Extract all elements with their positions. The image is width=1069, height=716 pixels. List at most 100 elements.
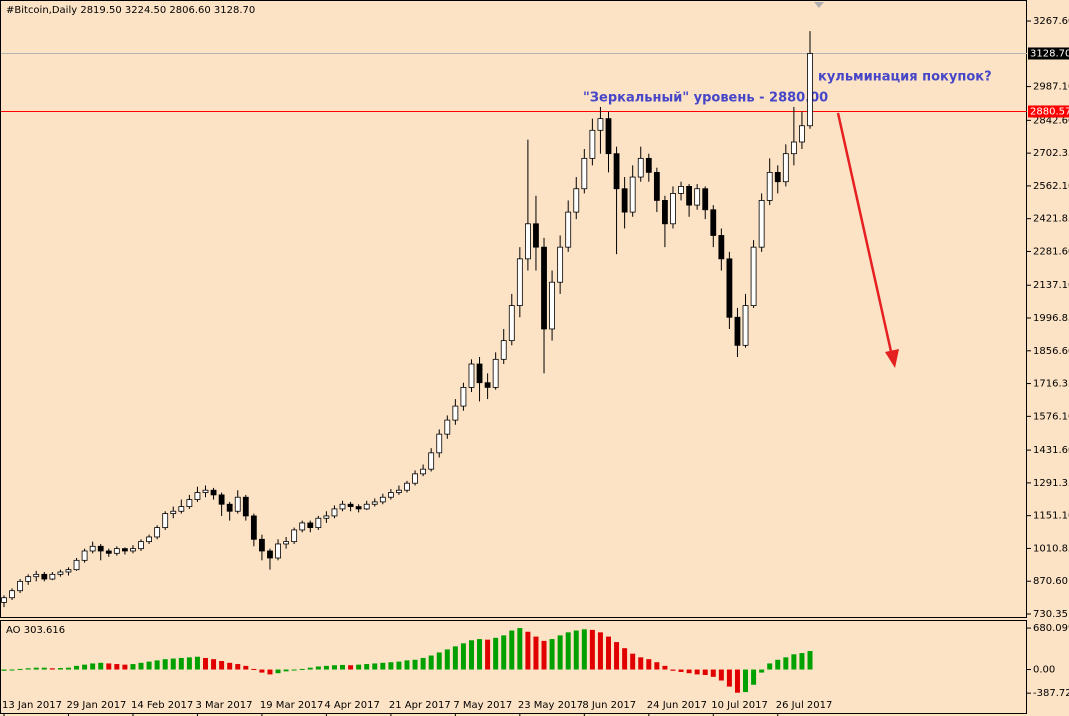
oscillator-bar — [307, 667, 313, 670]
x-tick-label: 7 May 2017 — [453, 700, 512, 711]
candle-body — [758, 200, 765, 248]
candle-body — [275, 543, 281, 559]
candle-body — [726, 258, 733, 318]
candle-body — [371, 501, 378, 505]
oscillator-bar — [436, 652, 442, 670]
candle-body — [194, 492, 201, 500]
candle-body — [420, 468, 427, 475]
oscillator-bar — [606, 636, 611, 670]
oscillator-bar — [170, 658, 176, 670]
candle-body — [323, 515, 330, 519]
candle-body — [291, 529, 298, 543]
candle-body — [412, 473, 418, 484]
oscillator-bar — [348, 665, 354, 670]
oscillator-bar — [299, 668, 305, 670]
candle-body — [331, 508, 338, 517]
candle-body — [347, 503, 354, 507]
candle-body — [1, 597, 7, 603]
candle-body — [105, 550, 112, 554]
x-tick-label: 3 Mar 2017 — [195, 700, 252, 711]
x-tick-label: 24 Jun 2017 — [647, 700, 707, 711]
oscillator-bar — [146, 661, 152, 670]
candle-body — [766, 171, 773, 201]
candle-body — [670, 193, 676, 225]
oscillator-bar — [17, 668, 23, 670]
candle-body — [178, 506, 185, 512]
indicator-title: AO 303.616 — [6, 625, 65, 636]
candle-body — [355, 506, 362, 510]
candle-body — [605, 118, 612, 155]
candle-body — [267, 550, 273, 559]
oscillator-bar — [501, 635, 507, 670]
candle-body — [621, 188, 628, 213]
oscillator-bar — [283, 669, 289, 672]
oscillator-bar — [775, 659, 781, 670]
candle-body — [138, 541, 144, 550]
oscillator-bar — [525, 631, 531, 670]
candle-body — [73, 559, 80, 571]
oscillator-bar — [646, 659, 652, 670]
candle-body — [476, 363, 483, 384]
oscillator-bar — [235, 664, 241, 670]
y-tick-label: 1010.85 — [1033, 543, 1069, 554]
candle-body — [581, 157, 588, 190]
candle-body — [750, 246, 757, 306]
oscillator-bar — [41, 667, 47, 670]
oscillator-bar — [74, 665, 80, 670]
oscillator-bar — [557, 635, 563, 670]
candle-body — [387, 492, 394, 498]
y-tick-label: 2702.35 — [1033, 148, 1069, 159]
oscillator-bar — [65, 667, 71, 670]
candle-body — [484, 382, 491, 388]
candle-body — [613, 153, 620, 190]
x-tick-label: 8 Jun 2017 — [582, 700, 636, 711]
oscillator-bar — [130, 664, 136, 670]
oscillator-bar — [412, 659, 418, 670]
x-tick-label: 14 Feb 2017 — [131, 700, 193, 711]
oscillator-bar — [219, 660, 225, 670]
oscillator-bar — [404, 660, 410, 670]
candle-body — [629, 176, 636, 213]
candle-body — [807, 53, 813, 127]
oscillator-bar — [686, 669, 692, 674]
x-tick-label: 29 Jan 2017 — [66, 700, 126, 711]
oscillator-bar — [791, 654, 797, 670]
candle-body — [589, 129, 596, 159]
candle-body — [710, 209, 717, 236]
oscillator-bar — [211, 659, 217, 670]
candle-body — [49, 573, 56, 580]
oscillator-bar — [138, 662, 144, 670]
candle-body — [557, 246, 564, 283]
candle-body — [508, 305, 515, 342]
candle-body — [202, 489, 209, 493]
candle-body — [307, 522, 314, 529]
oscillator-bar — [33, 667, 39, 670]
candle-body — [122, 548, 128, 552]
oscillator-bar — [275, 669, 281, 674]
oscillator-bar — [622, 648, 628, 670]
oscillator-bar — [396, 661, 402, 670]
x-tick-label: 10 Jul 2017 — [711, 700, 768, 711]
candle-body — [718, 235, 725, 260]
oscillator-bar — [541, 640, 547, 670]
oscillator-bar — [549, 639, 555, 670]
candle-body — [678, 185, 684, 194]
oscillator-bar — [259, 669, 265, 673]
oscillator-bar — [331, 665, 337, 670]
candle-body — [154, 527, 161, 538]
oscillator-bar — [194, 656, 200, 670]
oscillator-bar — [533, 636, 539, 670]
oscillator-bar — [315, 666, 321, 670]
candle-body — [565, 211, 572, 248]
oscillator-bar — [734, 669, 740, 693]
candle-body — [774, 171, 781, 183]
x-tick-label: 13 Jan 2017 — [2, 700, 62, 711]
candle-body — [516, 258, 523, 306]
y-tick-label: 1151.10 — [1033, 511, 1069, 522]
indicator-panel — [0, 620, 1027, 714]
candle-body — [299, 522, 306, 531]
x-tick-label: 23 May 2017 — [518, 700, 583, 711]
y-tick-label: 870.60 — [1033, 576, 1068, 587]
y-tick-label: 2421.85 — [1033, 214, 1069, 225]
